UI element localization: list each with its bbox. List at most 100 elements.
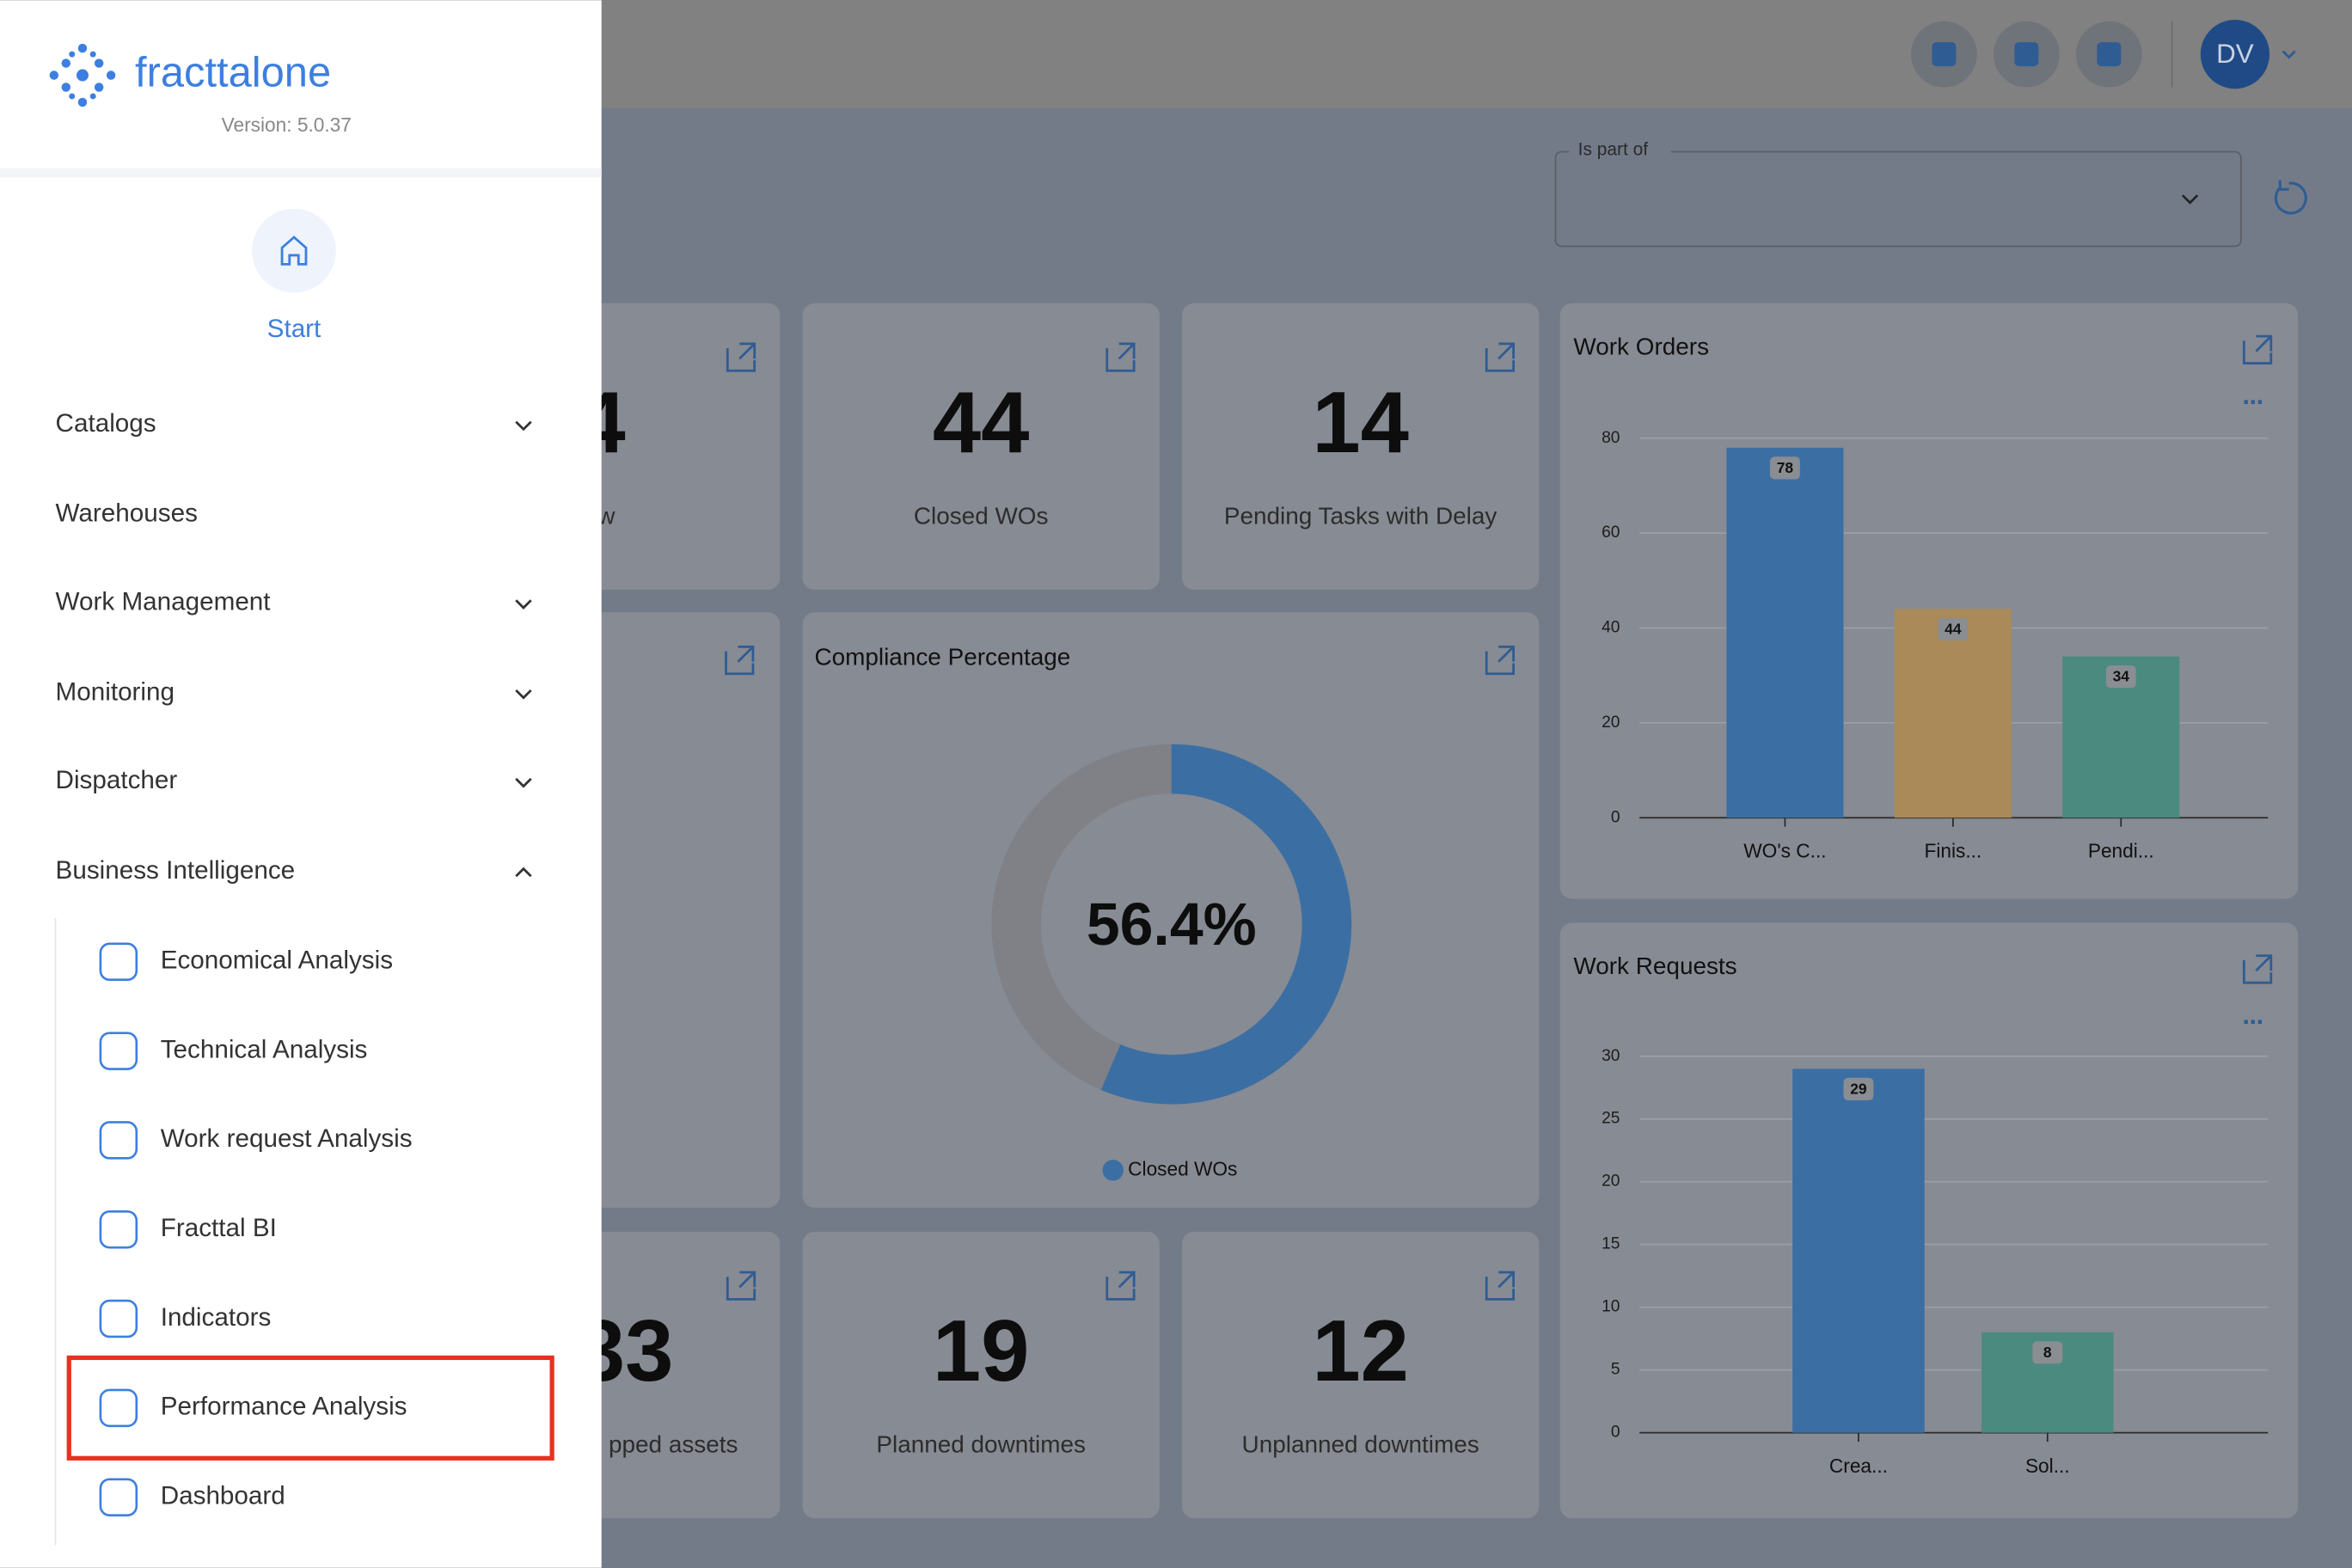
x-tick-label: WO's C...: [1743, 839, 1826, 861]
filter-chevron: [2181, 194, 2199, 205]
menu-item[interactable]: Catalogs: [56, 409, 156, 438]
submenu-icon: [99, 1388, 138, 1428]
submenu-item[interactable]: Fracttal BI: [161, 1214, 277, 1242]
logo-dot: [61, 83, 71, 92]
value-badge: [1843, 1077, 1874, 1100]
compliance-title: Compliance Percentage: [814, 644, 1070, 671]
y-tick-label: 15: [1602, 1235, 1620, 1253]
filter-label-bg: [1569, 141, 1671, 160]
chart-title: Work Orders: [1573, 333, 1709, 359]
menu-item[interactable]: Monitoring: [56, 677, 175, 706]
kpi-value: 44: [933, 374, 1030, 471]
legend-swatch: [1102, 1160, 1124, 1181]
submenu-item[interactable]: Dashboard: [161, 1482, 285, 1510]
x-tick-label: Finis...: [1924, 839, 1981, 861]
open-icon: [1106, 1271, 1136, 1301]
filter-label: Is part of: [1578, 139, 1649, 159]
bar: [1726, 447, 1844, 818]
y-tick-label: 60: [1602, 524, 1620, 542]
donut-label: 56.4%: [1087, 891, 1257, 958]
logo-dot: [106, 70, 116, 80]
kpi-value: 12: [1312, 1302, 1409, 1400]
filter-select[interactable]: [1554, 150, 2242, 248]
kpi-label: Unplanned downtimes: [1242, 1431, 1479, 1458]
kpi-value: 19: [933, 1302, 1030, 1400]
kpi-card: [1181, 1231, 1540, 1519]
submenu-icon: [99, 1121, 138, 1160]
kpi-card: [802, 303, 1160, 591]
chevron: [515, 599, 532, 609]
chevron: [515, 420, 532, 432]
logo-dot: [94, 83, 104, 92]
x-tick-label: Crea...: [1829, 1455, 1888, 1477]
submenu-item[interactable]: Economical Analysis: [161, 946, 393, 975]
open-icon: [726, 342, 756, 372]
y-tick-label: 10: [1602, 1298, 1620, 1316]
bar: [1894, 609, 2012, 818]
chevron: [515, 777, 532, 788]
y-tick-label: 20: [1602, 1173, 1620, 1191]
open-icon: [1485, 1271, 1515, 1301]
start-label[interactable]: Start: [267, 315, 322, 343]
avatar-initials: DV: [2216, 39, 2254, 69]
y-tick-label: 80: [1602, 429, 1620, 447]
brand: fracttalone: [135, 49, 331, 95]
logo-dot: [76, 69, 89, 82]
donut-arc: [1100, 744, 1352, 1105]
header-icon: [2014, 42, 2039, 67]
chevron: [515, 689, 532, 700]
y-tick-label: 0: [1611, 1424, 1620, 1442]
sidebar-header-shadow: [0, 168, 602, 178]
logo-dot: [69, 93, 76, 100]
y-tick-label: 0: [1611, 808, 1620, 826]
chart-menu: ⋯: [2243, 391, 2263, 414]
menu-item[interactable]: Business Intelligence: [56, 856, 296, 885]
kpi-label: pped assets: [609, 1431, 738, 1458]
submenu-icon: [99, 1210, 138, 1249]
submenu-icon: [99, 1032, 138, 1070]
y-tick-label: 30: [1602, 1047, 1620, 1065]
logo-dot: [89, 93, 96, 100]
chevron: [515, 867, 532, 878]
value-label: 78: [1777, 459, 1794, 476]
submenu-item[interactable]: Performance Analysis: [161, 1393, 407, 1421]
submenu-item[interactable]: Indicators: [161, 1303, 272, 1332]
value-label: 29: [1850, 1080, 1867, 1097]
kpi-label: Planned downtimes: [876, 1431, 1086, 1458]
open-icon: [726, 1271, 756, 1301]
logo-dot: [69, 51, 76, 58]
value-label: 44: [1945, 620, 1962, 637]
submenu-icon: [99, 1299, 138, 1338]
chart-menu: ⋯: [2243, 1011, 2263, 1034]
value-badge: [1769, 456, 1800, 480]
home-icon: [280, 236, 308, 266]
submenu-icon: [99, 942, 138, 982]
refresh-icon[interactable]: [2274, 180, 2307, 215]
y-tick-label: 5: [1611, 1361, 1620, 1379]
x-tick-label: Pendi...: [2088, 839, 2154, 861]
bar: [1792, 1069, 1925, 1433]
logo-dot: [49, 70, 59, 80]
menu-item[interactable]: Dispatcher: [56, 766, 178, 794]
y-tick-label: 20: [1602, 714, 1620, 732]
legend-label: Closed WOs: [1128, 1157, 1237, 1179]
avatar[interactable]: [2200, 19, 2270, 89]
open-icon: [1106, 342, 1136, 372]
kpi-label: Closed WOs: [914, 503, 1049, 530]
logo-dot: [77, 43, 88, 53]
chart-title: Work Requests: [1573, 952, 1736, 979]
submenu-item[interactable]: Technical Analysis: [161, 1035, 368, 1063]
y-tick-label: 40: [1602, 619, 1620, 637]
compliance-card: [802, 612, 1540, 1208]
start-button[interactable]: [252, 208, 336, 293]
value-label: 8: [2043, 1344, 2052, 1361]
kpi-card: [802, 1231, 1160, 1519]
menu-item[interactable]: Work Management: [56, 588, 272, 616]
menu-item[interactable]: Warehouses: [56, 499, 198, 528]
kpi-value: 14: [1312, 374, 1409, 471]
x-tick-label: Sol...: [2025, 1455, 2070, 1477]
submenu-icon: [99, 1478, 138, 1516]
submenu-item[interactable]: Work request Analysis: [161, 1124, 413, 1153]
value-badge: [2105, 665, 2136, 689]
